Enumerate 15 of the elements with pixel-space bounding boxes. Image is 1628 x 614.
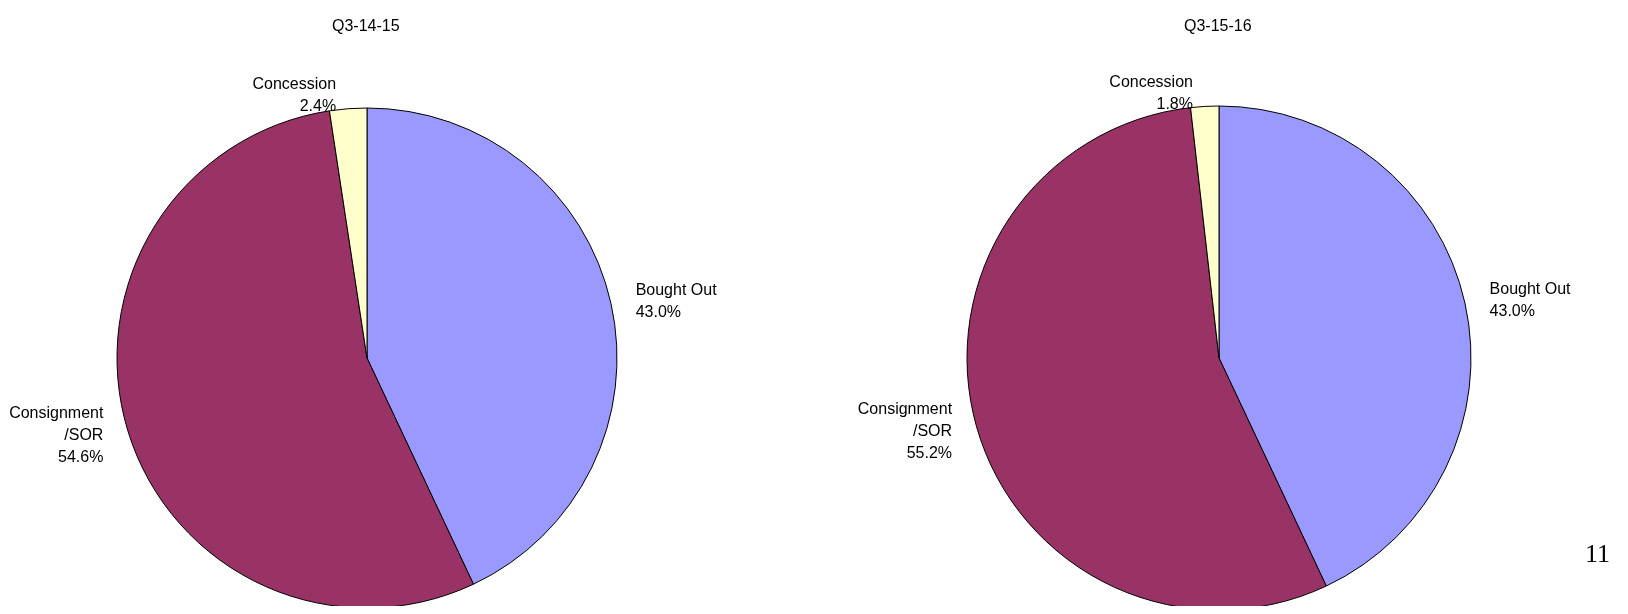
slice-label: Consignment /SOR — [857, 400, 953, 440]
data-label: 55.2% — [906, 444, 953, 462]
data-label: 43.0% — [1489, 302, 1535, 320]
data-label: 54.6% — [58, 448, 104, 466]
slice-label: Bought Out — [635, 280, 718, 298]
slice-label: Concession — [252, 75, 337, 93]
slice-label: Concession — [1109, 72, 1193, 90]
chart-title: Q3-15-16 — [1184, 16, 1252, 34]
slice-label: Bought Out — [1489, 280, 1572, 298]
data-label: 1.8% — [1156, 94, 1193, 112]
chart-title: Q3-14-15 — [332, 16, 400, 34]
slice-label: Consignment /SOR — [9, 404, 104, 444]
data-label: 2.4% — [299, 97, 337, 115]
text: 11 — [1584, 538, 1611, 568]
data-label: 43.0% — [635, 302, 682, 320]
